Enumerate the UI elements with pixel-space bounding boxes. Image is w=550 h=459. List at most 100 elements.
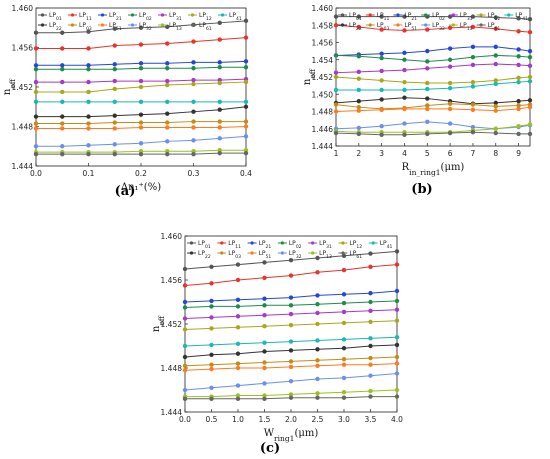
legend-label: LP51 xyxy=(109,22,122,32)
data-point xyxy=(262,275,267,280)
data-point xyxy=(527,63,533,68)
data-point xyxy=(493,104,498,109)
data-point xyxy=(112,113,117,118)
data-point xyxy=(341,253,347,259)
data-point xyxy=(243,35,249,40)
data-point xyxy=(315,321,320,327)
legend-marker xyxy=(368,23,372,27)
legend-marker xyxy=(311,241,315,245)
data-point xyxy=(86,126,91,131)
data-point xyxy=(315,310,320,316)
data-point xyxy=(235,304,241,309)
legend-marker xyxy=(40,13,45,17)
series-line xyxy=(335,97,531,105)
data-point xyxy=(262,303,267,308)
data-point xyxy=(368,291,373,296)
legend-marker xyxy=(40,23,45,27)
data-point xyxy=(235,262,241,267)
data-point xyxy=(209,342,214,348)
panel-label: (c) xyxy=(260,441,280,456)
legend-marker xyxy=(280,251,284,255)
data-point xyxy=(379,87,384,93)
legend-marker xyxy=(250,241,254,245)
series-lp32 xyxy=(33,134,249,149)
data-point xyxy=(262,360,267,365)
data-point xyxy=(394,335,400,340)
legend-marker xyxy=(424,13,428,17)
data-point xyxy=(356,108,362,113)
data-point xyxy=(493,108,498,113)
x-tick-label: 0.2 xyxy=(135,169,147,178)
x-tick-label: 9 xyxy=(516,149,521,158)
legend-label: LP01 xyxy=(349,12,362,22)
y-tick-label: 1.446 xyxy=(312,125,334,134)
legend-label: LP41 xyxy=(515,12,528,22)
legend-marker xyxy=(100,23,105,27)
data-point xyxy=(60,46,65,51)
data-point xyxy=(527,131,533,137)
data-point xyxy=(379,132,384,137)
data-point xyxy=(165,99,170,105)
data-point xyxy=(402,95,407,100)
data-point xyxy=(209,352,214,357)
data-point xyxy=(493,44,498,50)
data-point xyxy=(182,305,188,310)
y-axis-label: neff xyxy=(302,68,317,85)
data-point xyxy=(516,29,521,34)
data-point xyxy=(288,322,294,328)
legend-label: LP61 xyxy=(488,22,501,32)
series-line xyxy=(335,103,531,110)
series-lp01 xyxy=(182,249,400,272)
data-point xyxy=(138,25,144,30)
data-point xyxy=(447,106,453,112)
data-point xyxy=(33,46,39,51)
data-point xyxy=(217,65,222,70)
data-point xyxy=(182,343,188,349)
legend-marker xyxy=(70,13,75,17)
series-lp01 xyxy=(33,18,249,35)
data-point xyxy=(447,57,453,62)
legend-marker xyxy=(190,13,195,17)
y-tick-label: 1.452 xyxy=(12,83,34,92)
data-point xyxy=(182,316,188,321)
data-point xyxy=(235,297,241,302)
legend-label: LP01 xyxy=(49,12,62,22)
data-point xyxy=(165,139,170,144)
data-point xyxy=(315,358,320,363)
y-tick-label: 1.456 xyxy=(312,39,334,48)
panel-label: (b) xyxy=(411,182,432,197)
data-point xyxy=(368,373,373,378)
data-point xyxy=(394,262,400,267)
data-point xyxy=(402,79,407,85)
data-point xyxy=(165,66,170,71)
legend-marker xyxy=(311,251,315,255)
y-tick-label: 1.444 xyxy=(12,162,34,171)
data-point xyxy=(356,69,362,75)
data-point xyxy=(191,151,196,157)
data-point xyxy=(527,104,533,110)
series-lp41 xyxy=(182,335,400,349)
data-point xyxy=(527,54,533,60)
x-tick-label: 3.0 xyxy=(338,415,350,424)
data-point xyxy=(341,390,347,395)
legend-label: LP02 xyxy=(432,12,445,22)
data-point xyxy=(356,131,362,137)
data-point xyxy=(243,134,249,139)
legend-label: LP21 xyxy=(109,12,122,22)
series-lp31 xyxy=(33,76,249,85)
legend-marker xyxy=(479,23,483,27)
data-point xyxy=(493,81,498,87)
legend-label: LP32 xyxy=(289,250,302,260)
series-line xyxy=(336,16,531,20)
x-tick-label: 0.5 xyxy=(206,415,218,424)
data-point xyxy=(402,121,407,126)
data-point xyxy=(235,341,241,346)
data-point xyxy=(262,324,267,329)
data-point xyxy=(182,354,188,360)
data-point xyxy=(217,150,222,156)
data-point xyxy=(315,376,320,382)
data-point xyxy=(315,302,320,307)
legend-marker xyxy=(479,13,483,17)
data-point xyxy=(394,298,400,304)
data-point xyxy=(86,99,91,105)
